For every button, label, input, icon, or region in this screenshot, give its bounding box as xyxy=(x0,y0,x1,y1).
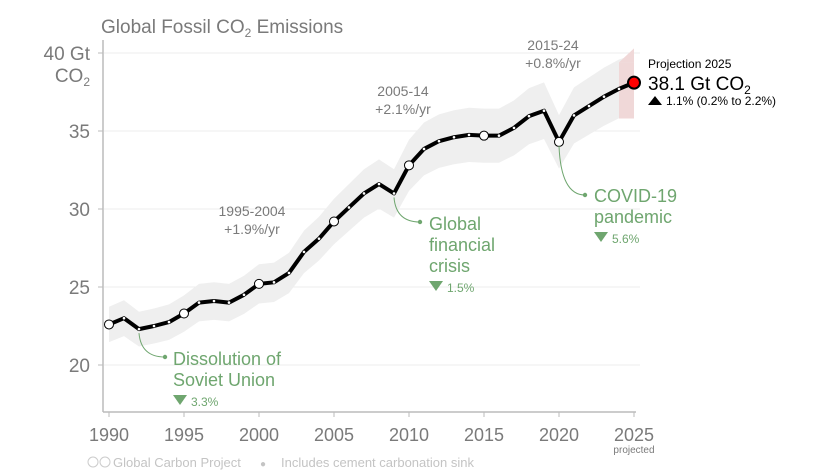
uncertainty-band xyxy=(109,54,634,347)
data-point-major xyxy=(554,136,564,147)
event-label: Soviet Union xyxy=(173,370,275,390)
emissions-line xyxy=(108,80,635,332)
data-point xyxy=(302,250,306,254)
data-point xyxy=(167,320,171,324)
event-leader-line xyxy=(558,145,586,196)
y-axis-unit: CO2 xyxy=(55,66,91,89)
growth-period: 2005-14 xyxy=(377,83,429,99)
data-point xyxy=(347,206,351,209)
down-triangle-icon xyxy=(173,395,187,405)
data-point xyxy=(617,87,621,91)
data-point xyxy=(572,114,576,117)
event-marker xyxy=(162,354,168,360)
down-triangle-icon xyxy=(594,232,608,242)
chart-title: Global Fossil CO2 Emissions xyxy=(101,17,343,40)
event-change: 3.3% xyxy=(191,395,219,409)
x-tick-label: 2015 xyxy=(464,425,504,445)
data-point xyxy=(287,271,291,275)
data-point-major xyxy=(404,160,414,171)
x-tick-label: 2020 xyxy=(539,425,579,445)
event-label: COVID-19 xyxy=(594,186,677,206)
growth-period: 2015-24 xyxy=(527,37,579,53)
growth-period: 1995-2004 xyxy=(219,203,286,219)
data-point xyxy=(587,104,591,108)
data-point xyxy=(272,281,276,284)
y-tick-label: 30 xyxy=(69,200,90,221)
event-label: Global xyxy=(429,214,481,234)
data-point xyxy=(422,147,426,151)
x-tick-label: 2005 xyxy=(314,425,354,445)
projection-point xyxy=(627,75,641,90)
footer-bullet: ● xyxy=(260,459,266,470)
event-marker xyxy=(417,219,423,225)
projection-value: 38.1 Gt CO2 xyxy=(648,74,751,97)
y-axis-label-top: 40 Gt xyxy=(44,44,91,65)
footer-credit: Global Carbon Project xyxy=(113,455,241,470)
data-point-major xyxy=(254,278,264,289)
down-triangle-icon xyxy=(429,281,443,291)
footer: Global Carbon Project ● Includes cement … xyxy=(87,455,474,470)
cc-icon xyxy=(87,456,99,468)
x-tick-label: 2010 xyxy=(389,425,429,445)
projection-label: Projection 2025 38.1 Gt CO2 1.1% (0.2% t… xyxy=(648,57,776,108)
data-point xyxy=(467,133,471,137)
event-label: financial xyxy=(429,235,495,255)
projection-title: Projection 2025 xyxy=(648,57,732,71)
data-point xyxy=(227,301,231,304)
event-label: Dissolution of xyxy=(173,349,282,369)
x-tick-label: 2000 xyxy=(239,425,279,445)
projection-change: 1.1% (0.2% to 2.2%) xyxy=(666,94,776,108)
data-point xyxy=(137,327,141,331)
event-marker xyxy=(582,192,588,198)
event-label: crisis xyxy=(429,256,470,276)
growth-rate: +2.1%/yr xyxy=(375,101,431,117)
data-point xyxy=(497,134,501,137)
data-point xyxy=(242,293,246,297)
y-tick-label: 20 xyxy=(69,356,90,377)
event-label: pandemic xyxy=(594,207,672,227)
data-point xyxy=(392,192,396,195)
x-tick-note: projected xyxy=(613,445,654,456)
data-point xyxy=(527,114,531,118)
x-tick-label: 1995 xyxy=(164,425,204,445)
growth-rate: +0.8%/yr xyxy=(525,55,581,71)
data-point xyxy=(212,299,216,303)
y-tick-label: 25 xyxy=(69,278,90,299)
event-leader-line xyxy=(393,197,421,223)
footer-note: Includes cement carbonation sink xyxy=(281,455,474,470)
y-tick-label: 35 xyxy=(69,122,90,143)
data-point xyxy=(542,109,546,113)
event-change: 1.5% xyxy=(447,281,475,295)
data-point xyxy=(377,182,381,186)
event-leader-line xyxy=(138,333,166,358)
event-change: 5.6% xyxy=(612,232,640,246)
data-point xyxy=(452,135,456,139)
projection-band-top xyxy=(619,48,634,63)
data-point xyxy=(197,301,201,304)
x-tick-label: 1990 xyxy=(89,425,129,445)
up-triangle-icon xyxy=(648,96,662,105)
data-point xyxy=(152,324,156,328)
growth-rate: +1.9%/yr xyxy=(224,221,280,237)
data-point xyxy=(122,316,126,320)
data-point-major xyxy=(479,130,489,141)
data-point-major xyxy=(329,216,339,227)
data-point xyxy=(362,192,366,195)
data-point xyxy=(602,95,606,98)
data-point-major xyxy=(104,319,114,330)
data-point xyxy=(317,237,321,240)
data-point xyxy=(512,126,516,130)
data-point-major xyxy=(179,308,189,319)
projection-uncertainty-band xyxy=(619,62,634,119)
data-point xyxy=(437,139,441,143)
x-tick-label: 2025 xyxy=(614,425,654,445)
by-icon xyxy=(99,456,111,468)
